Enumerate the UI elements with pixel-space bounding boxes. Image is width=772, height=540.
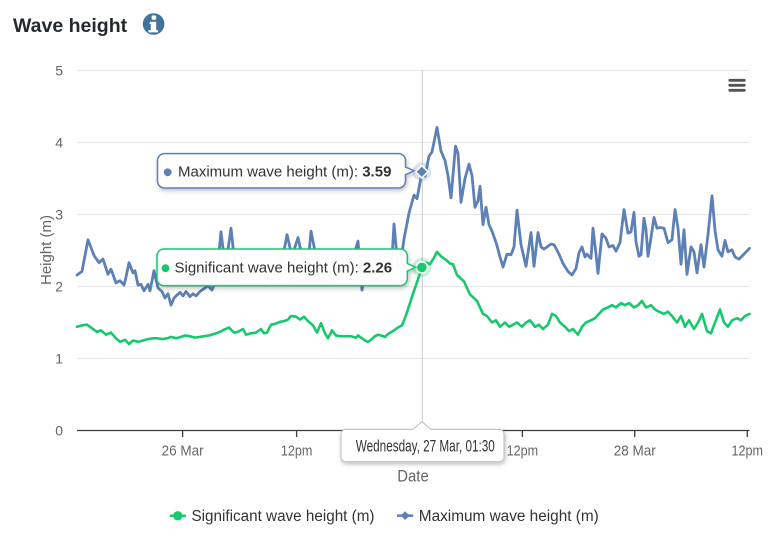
svg-text:Height (m): Height (m) xyxy=(38,215,55,285)
svg-text:2: 2 xyxy=(55,279,63,295)
svg-text:4: 4 xyxy=(55,135,63,151)
svg-text:26 Mar: 26 Mar xyxy=(162,443,204,460)
svg-text:12pm: 12pm xyxy=(507,443,539,460)
svg-text:28 Mar: 28 Mar xyxy=(614,443,656,460)
svg-text:Maximum wave height (m): Maximum wave height (m) xyxy=(419,508,599,525)
svg-text:Date: Date xyxy=(397,468,429,486)
svg-text:1: 1 xyxy=(55,351,63,367)
svg-text:Significant wave height (m): 2: Significant wave height (m): 2.26 xyxy=(175,260,393,277)
svg-text:12pm: 12pm xyxy=(732,443,764,460)
svg-text:3: 3 xyxy=(55,207,63,223)
svg-text:Wave height: Wave height xyxy=(13,15,128,37)
svg-text:12pm: 12pm xyxy=(281,443,313,460)
svg-text:Significant wave height (m): Significant wave height (m) xyxy=(192,508,375,525)
svg-text:5: 5 xyxy=(55,63,63,79)
svg-text:Maximum wave height (m): 3.59: Maximum wave height (m): 3.59 xyxy=(178,164,391,181)
svg-text:Wednesday, 27 Mar, 01:30: Wednesday, 27 Mar, 01:30 xyxy=(356,437,495,456)
svg-text:0: 0 xyxy=(55,423,63,439)
